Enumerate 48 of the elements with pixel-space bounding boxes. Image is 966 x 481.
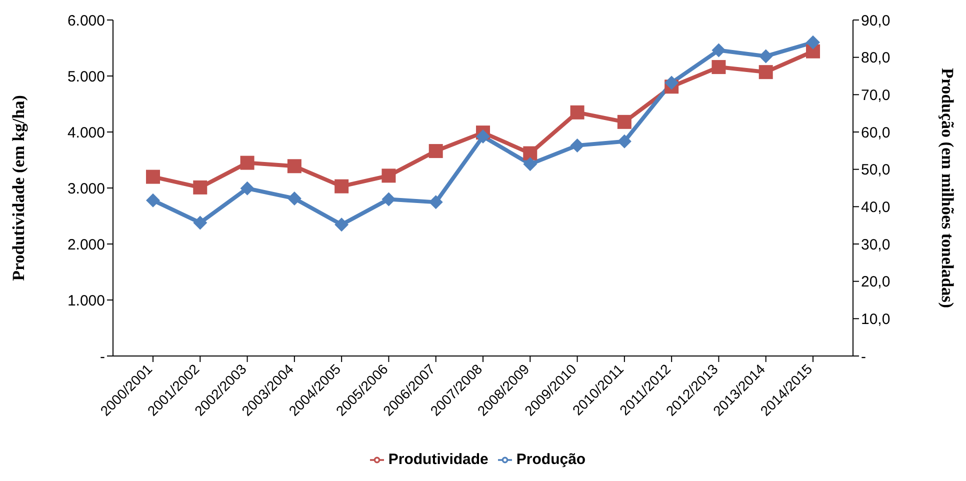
point bbox=[382, 168, 396, 183]
point bbox=[193, 180, 208, 194]
point bbox=[570, 105, 584, 120]
legend-label: Produção bbox=[516, 451, 586, 468]
point bbox=[240, 156, 254, 170]
y2-axis-title: Produção (em milhões toneladas) bbox=[938, 68, 957, 308]
y-tick-label: 2.000 bbox=[67, 236, 105, 254]
y-tick-label: 5.000 bbox=[67, 68, 105, 86]
point bbox=[806, 35, 820, 50]
point bbox=[712, 43, 726, 58]
point bbox=[476, 129, 490, 144]
point bbox=[758, 65, 773, 80]
y-tick-label: 6.000 bbox=[67, 12, 105, 30]
y-tick-label: 3.000 bbox=[67, 180, 105, 198]
point bbox=[382, 192, 396, 206]
y2-tick-label: 10,0 bbox=[861, 310, 890, 328]
y2-tick-label: 20,0 bbox=[861, 274, 890, 291]
point bbox=[146, 193, 160, 208]
point bbox=[758, 49, 773, 64]
point bbox=[146, 170, 160, 184]
y2-tick-label: 90,0 bbox=[861, 12, 890, 30]
point bbox=[523, 157, 538, 172]
y2-tick-label: - bbox=[861, 348, 866, 366]
y-tick-label: 1.000 bbox=[67, 292, 105, 310]
y-tick-label: 4.000 bbox=[67, 124, 105, 142]
point bbox=[334, 179, 349, 194]
y2-tick-label: 40,0 bbox=[861, 198, 890, 216]
y2-tick-label: 50,0 bbox=[861, 162, 890, 179]
point bbox=[240, 181, 254, 196]
y-tick-label: - bbox=[100, 348, 105, 366]
point bbox=[428, 144, 443, 158]
y2-tick-label: 80,0 bbox=[861, 50, 890, 67]
point bbox=[287, 159, 302, 174]
point bbox=[287, 191, 302, 206]
point bbox=[570, 138, 584, 152]
point bbox=[428, 195, 443, 210]
y2-tick-label: 60,0 bbox=[861, 124, 890, 142]
point bbox=[193, 216, 208, 230]
y-axis-title: Produtividade (em kg/ha) bbox=[9, 95, 28, 281]
point bbox=[664, 76, 679, 90]
y2-tick-label: 30,0 bbox=[861, 236, 890, 254]
legend-label: Produtividade bbox=[388, 451, 488, 468]
point bbox=[712, 60, 726, 74]
y2-tick-label: 70,0 bbox=[861, 86, 890, 104]
point bbox=[617, 114, 632, 129]
point bbox=[617, 134, 632, 148]
point bbox=[523, 146, 538, 160]
point bbox=[334, 218, 349, 232]
